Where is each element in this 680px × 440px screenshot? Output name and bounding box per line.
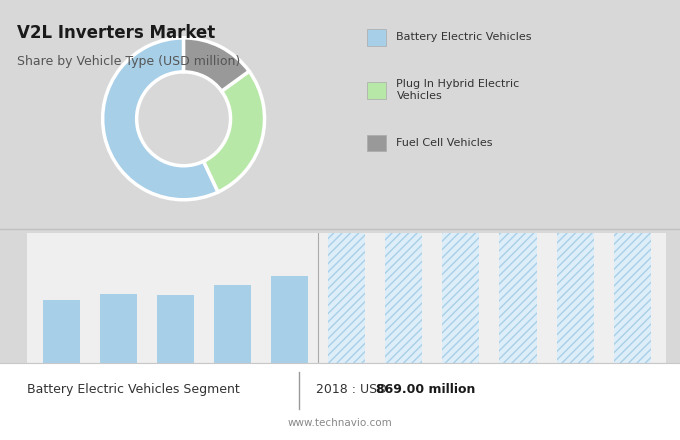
Bar [328,233,365,363]
Text: Battery Electric Vehicles: Battery Electric Vehicles [396,33,532,42]
Bar [556,233,594,363]
Text: V2L Inverters Market: V2L Inverters Market [17,24,216,42]
Text: Battery Electric Vehicles Segment: Battery Electric Vehicles Segment [27,383,240,396]
Bar [500,233,537,363]
Text: 869.00 million: 869.00 million [376,383,475,396]
Wedge shape [203,71,265,192]
Text: 2018 : USD: 2018 : USD [316,383,391,396]
Bar [100,294,137,363]
Bar [43,301,80,363]
Bar [386,233,422,363]
Bar [214,285,251,363]
Wedge shape [184,38,249,91]
Bar [443,233,479,363]
Text: www.technavio.com: www.technavio.com [288,418,392,428]
Text: Share by Vehicle Type (USD million): Share by Vehicle Type (USD million) [17,55,240,68]
Bar [613,233,651,363]
Text: Plug In Hybrid Electric
Vehicles: Plug In Hybrid Electric Vehicles [396,79,520,101]
Wedge shape [103,38,218,200]
Bar [271,276,308,363]
Text: Fuel Cell Vehicles: Fuel Cell Vehicles [396,138,493,148]
Bar [157,295,194,363]
